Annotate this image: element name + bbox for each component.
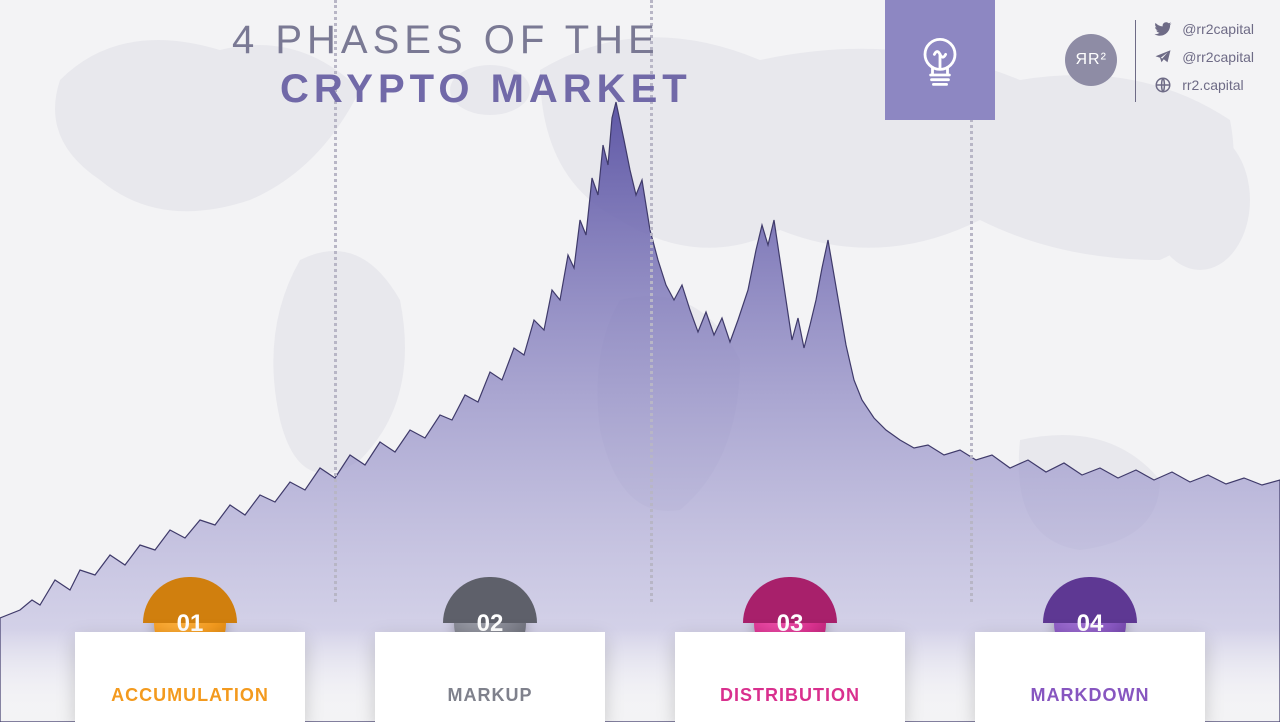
lightbulb-icon: [910, 30, 970, 90]
infographic-title: 4 PHASES OF THE CRYPTO MARKET: [232, 18, 692, 112]
social-website[interactable]: rr2.capital: [1154, 76, 1254, 94]
brand-logo-circle: ЯR²: [1065, 34, 1117, 86]
phase-label-1: ACCUMULATION: [111, 685, 269, 706]
brand-logo-text: ЯR²: [1075, 51, 1106, 69]
phase-markdown: 04 MARKDOWN: [975, 582, 1205, 722]
social-twitter[interactable]: @rr2capital: [1154, 20, 1254, 38]
phase-accumulation: 01 ACCUMULATION: [75, 582, 305, 722]
telegram-icon: [1154, 48, 1172, 66]
social-website-label: rr2.capital: [1182, 77, 1243, 93]
title-line-2: CRYPTO MARKET: [280, 67, 692, 112]
brand-block: ЯR² @rr2capital @rr2capital rr2.capital: [1065, 20, 1254, 102]
brand-divider: [1135, 20, 1136, 102]
phase-card-3: DISTRIBUTION: [675, 632, 905, 722]
phase-card-2: MARKUP: [375, 632, 605, 722]
social-telegram-label: @rr2capital: [1182, 49, 1254, 65]
phase-card-1: ACCUMULATION: [75, 632, 305, 722]
phase-label-4: MARKDOWN: [1031, 685, 1150, 706]
phase-label-3: DISTRIBUTION: [720, 685, 860, 706]
lightbulb-badge: [885, 0, 995, 120]
social-list: @rr2capital @rr2capital rr2.capital: [1154, 20, 1254, 94]
phase-label-2: MARKUP: [448, 685, 533, 706]
phase-cards-row: 01 ACCUMULATION 02 MARKUP 03 DISTRIBUTIO…: [0, 582, 1280, 722]
phase-distribution: 03 DISTRIBUTION: [675, 582, 905, 722]
globe-icon: [1154, 76, 1172, 94]
phase-markup: 02 MARKUP: [375, 582, 605, 722]
social-telegram[interactable]: @rr2capital: [1154, 48, 1254, 66]
twitter-icon: [1154, 20, 1172, 38]
social-twitter-label: @rr2capital: [1182, 21, 1254, 37]
phase-card-4: MARKDOWN: [975, 632, 1205, 722]
title-line-1: 4 PHASES OF THE: [232, 18, 692, 63]
